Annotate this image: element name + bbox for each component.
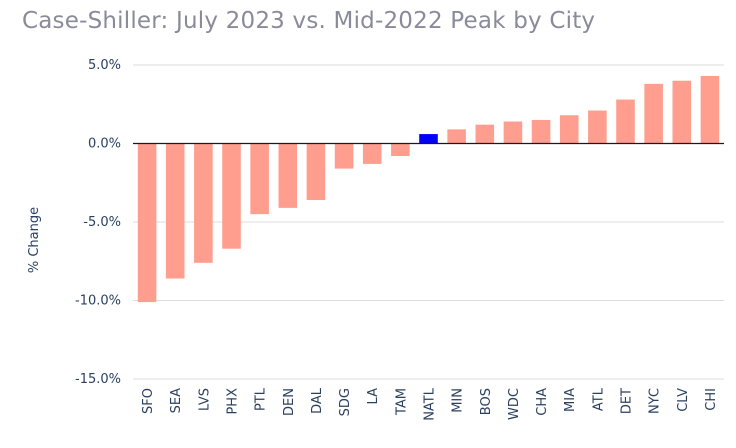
bar-natl bbox=[419, 134, 438, 144]
bar-nyc bbox=[644, 83, 663, 144]
bar-den bbox=[278, 143, 298, 208]
y-tick-label: -5.0% bbox=[83, 215, 121, 230]
bar-dal bbox=[306, 143, 326, 201]
x-tick-label: NATL bbox=[423, 387, 438, 421]
bar-clv bbox=[672, 80, 692, 144]
x-tick-label: DAL bbox=[310, 387, 325, 414]
y-axis-label: % Change bbox=[27, 207, 42, 273]
x-tick-label: ATL bbox=[591, 387, 606, 411]
chart-title: Case-Shiller: July 2023 vs. Mid-2022 Pea… bbox=[22, 8, 596, 34]
bar-bos bbox=[475, 124, 495, 144]
x-tick-label: LA bbox=[366, 388, 381, 405]
bar-sfo bbox=[137, 143, 157, 303]
bar-sdg bbox=[334, 143, 354, 169]
x-tick-label: CHI bbox=[704, 388, 719, 411]
bar-tam bbox=[391, 143, 410, 157]
x-tick-label: SDG bbox=[338, 388, 353, 416]
x-tick-label: NYC bbox=[648, 388, 663, 414]
x-tick-label: MIA bbox=[563, 388, 578, 412]
bar-atl bbox=[588, 110, 607, 144]
x-tick-label: CHA bbox=[535, 388, 550, 416]
y-tick-label: -10.0% bbox=[75, 294, 121, 309]
y-tick-label: -15.0% bbox=[75, 372, 121, 387]
x-tick-label: PHX bbox=[226, 388, 241, 415]
x-tick-label: CLV bbox=[676, 388, 691, 412]
x-tick-label: TAM bbox=[394, 388, 409, 416]
bar-sea bbox=[165, 143, 185, 279]
bar-phx bbox=[222, 143, 241, 249]
x-tick-label: PTL bbox=[254, 387, 269, 411]
x-tick-label: SEA bbox=[169, 388, 184, 413]
bar-det bbox=[616, 99, 635, 144]
y-tick-label: 5.0% bbox=[88, 58, 121, 73]
bar-ptl bbox=[250, 143, 269, 215]
x-tick-labels: SFO SEA LVS PHX PTL DEN DAL SDG LA TAM NATL MIN BOS W… bbox=[141, 387, 719, 421]
bar-lvs bbox=[194, 143, 213, 263]
x-tick-label: SFO bbox=[141, 388, 156, 414]
y-tick-labels: 5.0% 0.0% -5.0% -10.0% -15.0% bbox=[75, 58, 121, 387]
bars bbox=[137, 75, 720, 303]
bar-mia bbox=[559, 115, 579, 144]
bar-chi bbox=[700, 75, 720, 144]
x-tick-label: WDC bbox=[507, 388, 522, 420]
gridlines bbox=[133, 64, 724, 380]
bar-la bbox=[362, 143, 382, 164]
x-tick-label: MIN bbox=[451, 388, 466, 413]
bar-wdc bbox=[503, 121, 523, 144]
x-tick-label: DET bbox=[620, 388, 635, 414]
x-tick-label: BOS bbox=[479, 388, 494, 415]
bar-min bbox=[447, 129, 466, 144]
x-tick-label: LVS bbox=[197, 388, 212, 411]
x-tick-label: DEN bbox=[282, 388, 297, 416]
y-tick-label: 0.0% bbox=[88, 137, 121, 152]
bar-cha bbox=[531, 119, 551, 144]
